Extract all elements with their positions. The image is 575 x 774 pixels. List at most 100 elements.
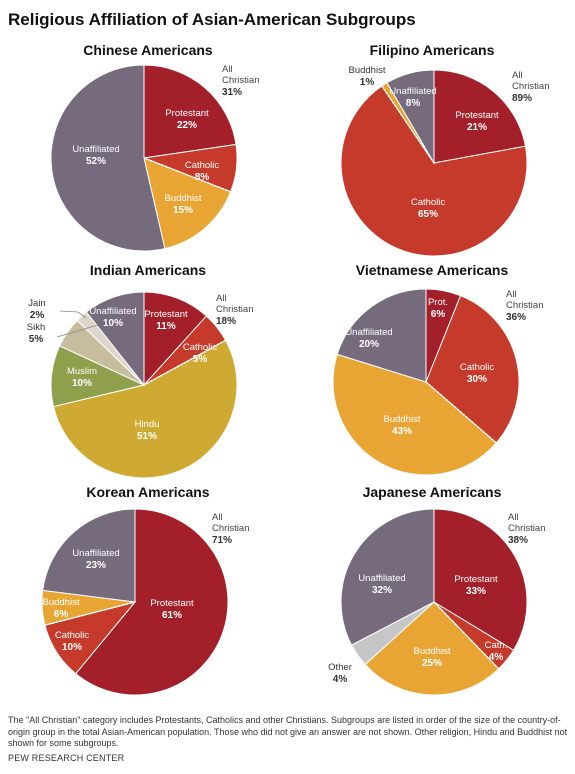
slice-unaffiliated: [336, 288, 427, 383]
slice-label-buddhist: Buddhist: [414, 646, 451, 657]
slice-label-catholic: Catholic: [460, 362, 495, 373]
slice-label-catholic: Catholic: [411, 197, 446, 208]
slice-protestant: [143, 291, 208, 387]
slice-value-jain: 2%: [30, 310, 45, 321]
slice-label-hindu: Hindu: [135, 419, 160, 430]
slice-protestant: [143, 64, 237, 159]
slice-value-unaffiliated: 10%: [103, 318, 123, 329]
christian-divider: [381, 85, 435, 164]
slice-value-unaffiliated: 52%: [86, 156, 106, 167]
slice-protestant: [433, 69, 527, 164]
slice-label-protestant: Protestant: [144, 309, 188, 320]
slice-value-catholic: 10%: [62, 642, 82, 653]
slice-value-unaffiliated: 20%: [359, 339, 379, 350]
slice-value-protestant: 22%: [177, 120, 197, 131]
slice-label-other: Other: [328, 662, 352, 673]
chart-title: Religious Affiliation of Asian-American …: [8, 10, 416, 29]
all-christian-label: Christian: [216, 304, 254, 315]
slice-label-catholic: Catholic: [55, 630, 90, 641]
all-christian-label: All: [216, 293, 227, 304]
leader-line: [59, 310, 87, 319]
slice-value-hindu: 51%: [137, 431, 157, 442]
slice-protestant: [433, 508, 528, 651]
slice-label-unaffiliated: Unaffiliated: [72, 548, 119, 559]
slice-unaffiliated: [340, 508, 435, 646]
all-christian-value: 31%: [222, 87, 242, 98]
slice-label-buddhist: Buddhist: [165, 193, 202, 204]
all-christian-label: Christian: [212, 523, 250, 534]
slice-label-prot: Prot.: [428, 297, 448, 308]
slice-value-unaffiliated: 23%: [86, 560, 106, 571]
pie-title: Chinese Americans: [83, 42, 213, 58]
slice-value-sikh: 5%: [29, 334, 44, 345]
slice-value-catholic: 8%: [195, 172, 210, 183]
slice-unaffiliated: [85, 291, 145, 387]
slice-label-buddhist: Buddhist: [384, 414, 421, 425]
pie-indian-americans: Indian AmericansProtestant11%Catholic5%H…: [27, 262, 254, 479]
footnote: The "All Christian" category includes Pr…: [8, 715, 568, 748]
slice-label-unaffiliated: Unaffiliated: [345, 327, 392, 338]
slice-value-other: 4%: [333, 674, 348, 685]
christian-divider: [143, 157, 231, 193]
slice-label-protestant: Protestant: [455, 110, 499, 121]
all-christian-label: All: [508, 512, 519, 523]
slice-label-protestant: Protestant: [165, 108, 209, 119]
slice-value-buddhist: 1%: [360, 77, 375, 88]
pie-title: Indian Americans: [90, 262, 206, 278]
all-christian-label: Christian: [508, 523, 546, 534]
pie-charts: Chinese AmericansProtestant22%Catholic8%…: [27, 42, 550, 696]
slice-value-prot: 6%: [431, 309, 446, 320]
pie-title: Vietnamese Americans: [356, 262, 509, 278]
all-christian-label: Christian: [222, 75, 260, 86]
slice-label-unaffiliated: Unaffiliated: [72, 144, 119, 155]
slice-unaffiliated: [42, 508, 136, 603]
slice-label-protestant: Protestant: [150, 598, 194, 609]
slice-buddhist: [364, 601, 500, 696]
slice-value-catholic: 65%: [418, 209, 438, 220]
slice-label-sikh: Sikh: [27, 322, 45, 333]
all-christian-label: Christian: [512, 81, 550, 92]
christian-divider: [44, 601, 136, 626]
slice-label-catholic: Catholic: [185, 160, 220, 171]
slice-value-buddhist: 15%: [173, 205, 193, 216]
slice-value-catholic: 5%: [193, 354, 208, 365]
all-christian-label: All: [222, 64, 233, 75]
slice-value-protestant: 33%: [466, 586, 486, 597]
slice-value-protestant: 11%: [156, 321, 176, 332]
pie-title: Filipino Americans: [370, 42, 495, 58]
slice-value-protestant: 61%: [162, 610, 182, 621]
christian-divider: [143, 339, 226, 386]
slice-label-cath: Cath.: [485, 640, 508, 651]
slice-catholic: [425, 295, 520, 444]
pie-title: Korean Americans: [86, 484, 209, 500]
slice-label-buddhist: Buddhist: [43, 597, 80, 608]
slice-value-cath: 4%: [489, 652, 504, 663]
slice-value-muslim: 10%: [72, 378, 92, 389]
leader-line: [56, 324, 99, 338]
slice-value-buddhist: 25%: [422, 658, 442, 669]
all-christian-label: All: [506, 289, 517, 300]
slice-unaffiliated: [386, 69, 435, 165]
slice-label-unaffiliated: Unaffiliated: [358, 573, 405, 584]
all-christian-value: 18%: [216, 316, 236, 327]
all-christian-value: 89%: [512, 93, 532, 104]
slice-value-protestant: 21%: [467, 122, 487, 133]
slice-label-protestant: Protestant: [454, 574, 498, 585]
christian-divider: [425, 381, 497, 444]
slice-value-unaffiliated: 8%: [406, 98, 421, 109]
source-credit: PEW RESEARCH CENTER: [8, 753, 125, 763]
slice-protestant: [75, 508, 229, 696]
all-christian-value: 38%: [508, 535, 528, 546]
slice-label-unaffiliated: Unaffiliated: [389, 86, 436, 97]
pie-title: Japanese Americans: [363, 484, 502, 500]
slice-value-buddhist: 6%: [54, 609, 69, 620]
slice-value-buddhist: 43%: [392, 426, 412, 437]
all-christian-label: Christian: [506, 300, 544, 311]
all-christian-label: All: [512, 70, 523, 81]
slice-label-jain: Jain: [28, 298, 45, 309]
slice-buddhist: [332, 353, 497, 476]
slice-unaffiliated: [50, 64, 166, 252]
